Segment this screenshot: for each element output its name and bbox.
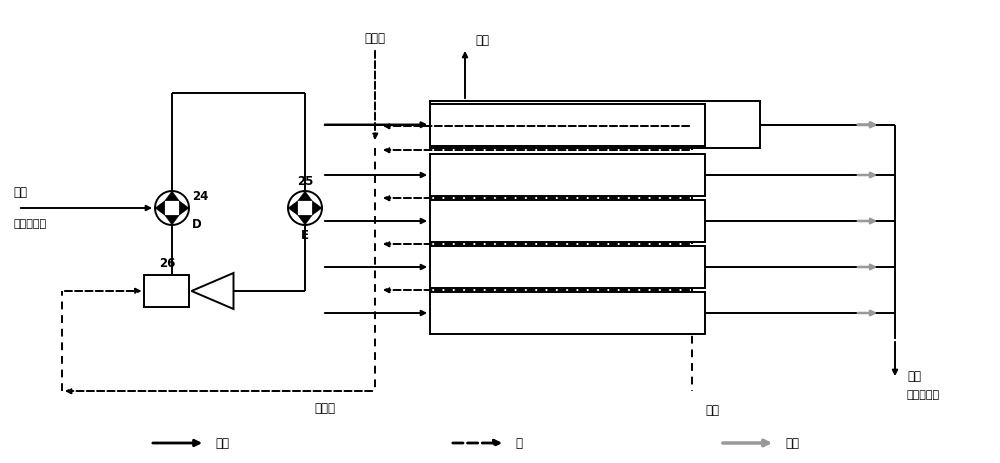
Polygon shape <box>165 216 179 225</box>
Text: 燃料: 燃料 <box>215 437 229 450</box>
Text: （生成物）: （生成物） <box>907 389 940 399</box>
Text: 27: 27 <box>448 119 466 131</box>
Text: 24: 24 <box>192 190 208 203</box>
Text: D: D <box>192 218 202 231</box>
Bar <box>430 102 760 149</box>
Polygon shape <box>298 192 312 201</box>
Text: 气态水: 气态水 <box>314 401 336 414</box>
Text: 热源: 热源 <box>785 437 799 450</box>
Bar <box>430 155 705 197</box>
Text: 热源: 热源 <box>475 34 489 47</box>
Text: （反应物）: （反应物） <box>13 219 46 229</box>
Bar <box>144 275 189 307</box>
Text: 26: 26 <box>159 257 175 269</box>
Polygon shape <box>179 201 189 216</box>
Text: 燃料: 燃料 <box>13 186 27 199</box>
Polygon shape <box>288 201 298 216</box>
Bar <box>430 292 705 334</box>
Bar <box>430 105 705 147</box>
Text: 液态水: 液态水 <box>364 32 386 45</box>
Polygon shape <box>165 192 179 201</box>
Text: 水: 水 <box>515 437 522 450</box>
Polygon shape <box>298 216 312 225</box>
Text: E: E <box>301 229 309 242</box>
Polygon shape <box>155 201 165 216</box>
Text: 25: 25 <box>297 175 313 188</box>
Bar <box>430 246 705 288</box>
Text: 燃料: 燃料 <box>907 369 921 382</box>
Bar <box>430 200 705 243</box>
Polygon shape <box>312 201 322 216</box>
Text: 热源: 热源 <box>705 403 719 416</box>
